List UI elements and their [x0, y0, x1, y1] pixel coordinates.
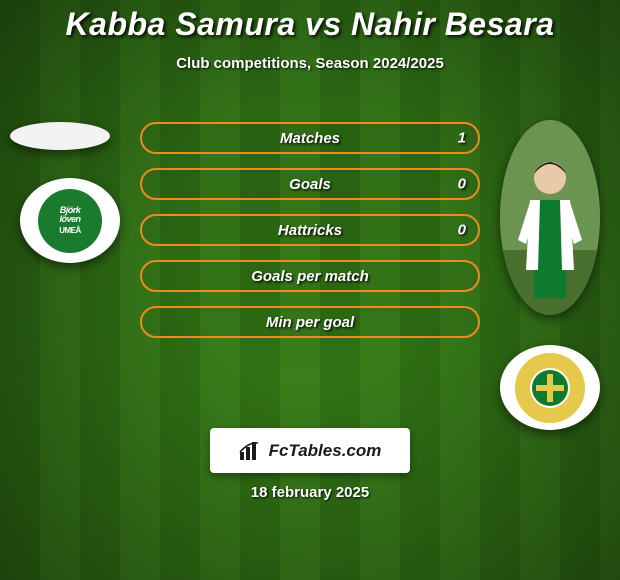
stat-row: Hattricks 0: [140, 214, 480, 246]
club-badge-right: [500, 345, 600, 430]
hammarby-crest-icon: [514, 352, 586, 424]
page-title: Kabba Samura vs Nahir Besara: [0, 0, 620, 43]
hammarby-badge: [514, 352, 586, 424]
stat-label: Min per goal: [266, 314, 354, 331]
fctables-label: FcTables.com: [269, 441, 382, 461]
comparison-infographic: Kabba Samura vs Nahir Besara Club compet…: [0, 0, 620, 580]
bjorkloven-badge: Björk löven UMEÅ: [38, 189, 102, 253]
bars-icon: [239, 440, 263, 462]
date: 18 february 2025: [0, 484, 620, 501]
content: Kabba Samura vs Nahir Besara Club compet…: [0, 0, 620, 580]
club-badge-left: Björk löven UMEÅ: [20, 178, 120, 263]
subtitle: Club competitions, Season 2024/2025: [0, 55, 620, 72]
stat-row: Goals per match: [140, 260, 480, 292]
badge-line-2: löven: [59, 215, 80, 224]
fctables-attribution: FcTables.com: [210, 428, 410, 473]
player-left-photo: [10, 122, 110, 150]
stat-row: Matches 1: [140, 122, 480, 154]
stat-label: Goals: [289, 176, 331, 193]
player-silhouette-icon: [500, 120, 600, 315]
stat-right-value: 1: [458, 130, 466, 147]
stat-right-value: 0: [458, 222, 466, 239]
stat-row: Min per goal: [140, 306, 480, 338]
badge-sub: UMEÅ: [59, 227, 81, 235]
stat-row: Goals 0: [140, 168, 480, 200]
stat-label: Goals per match: [251, 268, 369, 285]
stat-label: Matches: [280, 130, 340, 147]
stats-list: Matches 1 Goals 0 Hattricks 0 Goals per match M…: [140, 122, 480, 352]
stat-label: Hattricks: [278, 222, 342, 239]
stat-right-value: 0: [458, 176, 466, 193]
player-right-photo: [500, 120, 600, 315]
